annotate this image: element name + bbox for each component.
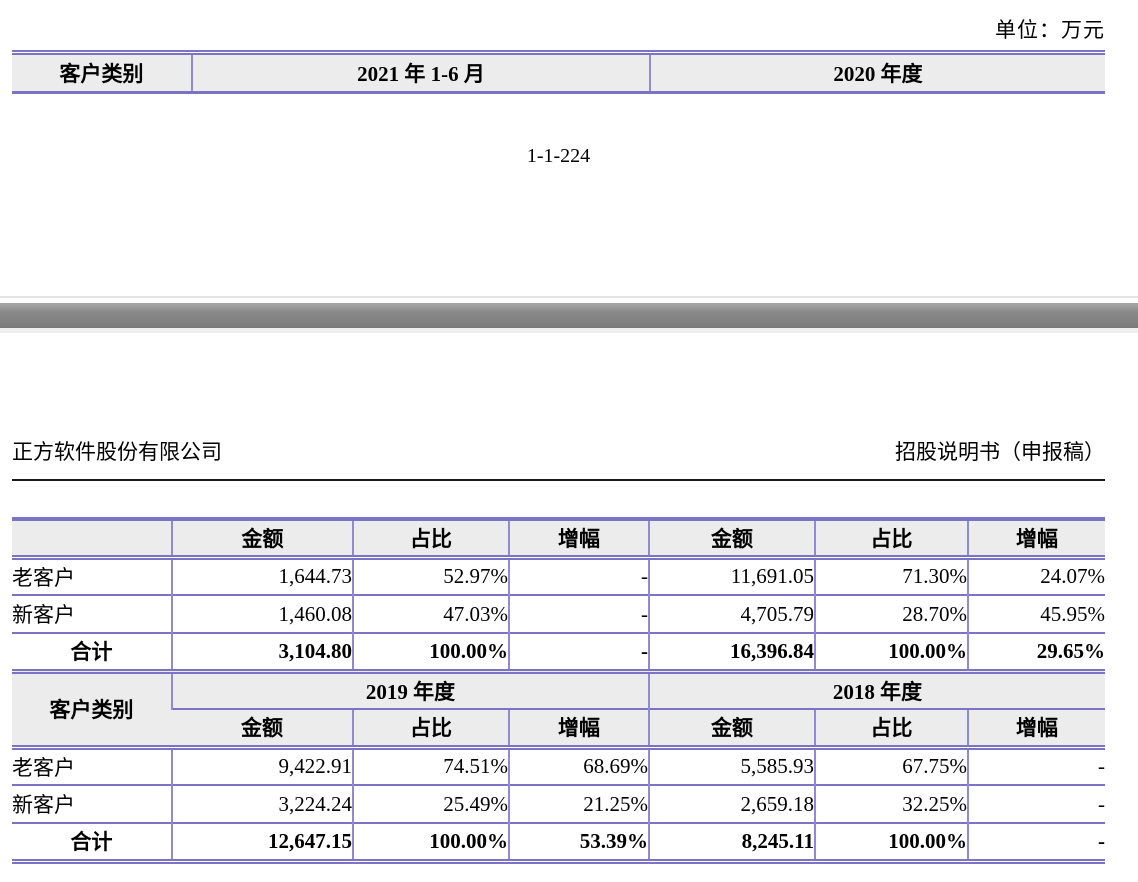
cell-value: 1,460.08 (171, 594, 353, 633)
table-header-row: 客户类别 2021 年 1-6 月 2020 年度 (12, 50, 1105, 94)
cell-value: 24.07% (967, 556, 1105, 595)
page-gap-bar (0, 303, 1138, 328)
page-bottom-edge (0, 296, 1138, 298)
cell-value: 2,659.18 (648, 784, 815, 823)
cell-value: 3,104.80 (171, 632, 353, 674)
cell-value: 29.65% (967, 632, 1105, 674)
company-name: 正方软件股份有限公司 (12, 440, 222, 464)
header-cell-period-2021: 2021 年 1-6 月 (191, 50, 650, 94)
period-header-row: 客户类别 2019 年度 2018 年度 (12, 670, 1105, 750)
running-header: 正方软件股份有限公司 招股说明书（申报稿） (12, 436, 1105, 481)
row-label: 老客户 (12, 556, 172, 595)
header-cell-growth: 增幅 (967, 517, 1105, 560)
cell-value: - (508, 594, 649, 633)
metric-header-row: 金额 占比 增幅 金额 占比 增幅 (12, 517, 1105, 560)
cell-value: - (508, 632, 649, 674)
cell-value: - (508, 556, 649, 595)
header-cell-period-2020: 2020 年度 (649, 50, 1105, 94)
header-cell-customer-type: 客户类别 (12, 670, 172, 750)
header-cell-growth: 增幅 (508, 708, 649, 750)
row-label: 新客户 (12, 784, 172, 823)
cell-value: 8,245.11 (648, 822, 815, 864)
table-row-old-customers: 老客户 1,644.73 52.97% - 11,691.05 71.30% 2… (12, 556, 1105, 595)
cell-value: 100.00% (814, 822, 968, 864)
cell-value: - (967, 822, 1105, 864)
cell-value: 68.69% (508, 746, 649, 785)
cell-value: - (967, 746, 1105, 785)
continued-table-header: 客户类别 2021 年 1-6 月 2020 年度 (12, 50, 1105, 94)
header-cell-period-2019: 2019 年度 (171, 670, 649, 709)
header-cell-share: 占比 (352, 708, 509, 750)
unit-label: 单位：万元 (995, 18, 1105, 42)
cell-value: 3,224.24 (171, 784, 353, 823)
cell-value: 47.03% (352, 594, 509, 633)
cell-value: 52.97% (352, 556, 509, 595)
table-row-old-customers: 老客户 9,422.91 74.51% 68.69% 5,585.93 67.7… (12, 746, 1105, 785)
header-cell-share: 占比 (814, 708, 968, 750)
cell-value: 5,585.93 (648, 746, 815, 785)
cell-value: 12,647.15 (171, 822, 353, 864)
header-cell-amount: 金额 (648, 708, 815, 750)
cell-value: 71.30% (814, 556, 968, 595)
cell-value: 28.70% (814, 594, 968, 633)
cell-value: 1,644.73 (171, 556, 353, 595)
page-number: 1-1-224 (526, 145, 591, 167)
cell-value: 4,705.79 (648, 594, 815, 633)
header-cell-customer-type: 客户类别 (12, 50, 192, 94)
table-row-total: 合计 3,104.80 100.00% - 16,396.84 100.00% … (12, 632, 1105, 674)
metric-header-row: 金额 占比 增幅 金额 占比 增幅 (12, 708, 1105, 750)
cell-value: 53.39% (508, 822, 649, 864)
header-cell-amount: 金额 (648, 517, 815, 560)
page-top-edge (0, 328, 1138, 333)
table-row-new-customers: 新客户 1,460.08 47.03% - 4,705.79 28.70% 45… (12, 594, 1105, 633)
cell-value: 100.00% (352, 632, 509, 674)
cell-value: 45.95% (967, 594, 1105, 633)
row-label-total: 合计 (12, 822, 172, 864)
row-label-total: 合计 (12, 632, 172, 674)
cell-value: 67.75% (814, 746, 968, 785)
table-row-new-customers: 新客户 3,224.24 25.49% 21.25% 2,659.18 32.2… (12, 784, 1105, 823)
header-cell-empty (12, 517, 172, 560)
document-title: 招股说明书（申报稿） (895, 440, 1105, 464)
cell-value: 74.51% (352, 746, 509, 785)
cell-value: - (967, 784, 1105, 823)
header-cell-share: 占比 (352, 517, 509, 560)
row-label: 老客户 (12, 746, 172, 785)
cell-value: 21.25% (508, 784, 649, 823)
header-cell-growth: 增幅 (967, 708, 1105, 750)
cell-value: 32.25% (814, 784, 968, 823)
cell-value: 11,691.05 (648, 556, 815, 595)
cell-value: 9,422.91 (171, 746, 353, 785)
header-cell-growth: 增幅 (508, 517, 649, 560)
customer-category-table: 金额 占比 增幅 金额 占比 增幅 老客户 1,644.73 52.97% - … (12, 517, 1105, 864)
header-cell-share: 占比 (814, 517, 968, 560)
cell-value: 25.49% (352, 784, 509, 823)
cell-value: 100.00% (352, 822, 509, 864)
header-cell-amount: 金额 (171, 517, 353, 560)
cell-value: 100.00% (814, 632, 968, 674)
header-cell-period-2018: 2018 年度 (648, 670, 1105, 709)
table-row-total: 合计 12,647.15 100.00% 53.39% 8,245.11 100… (12, 822, 1105, 864)
row-label: 新客户 (12, 594, 172, 633)
header-cell-amount: 金额 (172, 708, 353, 750)
cell-value: 16,396.84 (648, 632, 815, 674)
page-separator (0, 296, 1138, 333)
